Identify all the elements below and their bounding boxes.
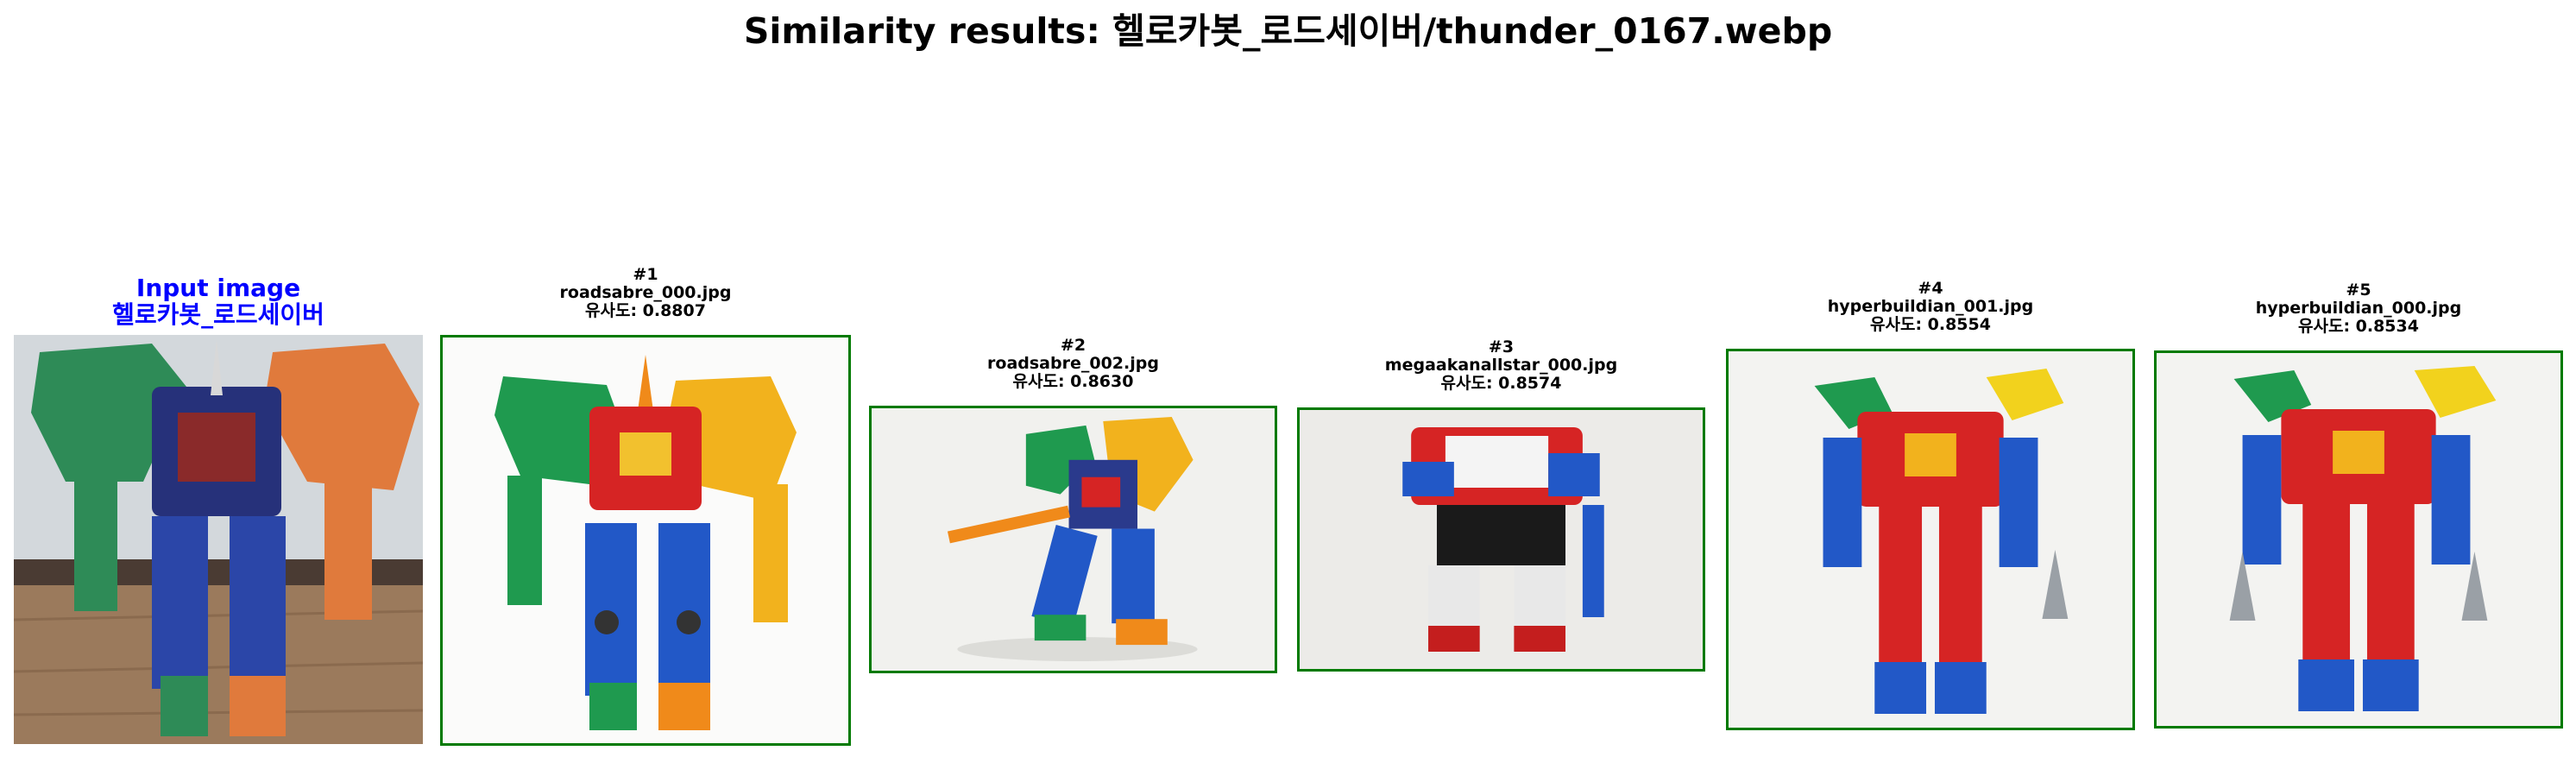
result-card-3: #3 megaakanallstar_000.jpg 유사도: 0.8574	[1297, 338, 1705, 672]
result-score: 유사도: 0.8534	[2298, 317, 2419, 336]
result-rank: #2	[1060, 336, 1086, 355]
result-card-1: #1 roadsabre_000.jpg 유사도: 0.8807	[440, 266, 851, 746]
result-image	[2154, 350, 2563, 729]
result-rank: #1	[633, 265, 658, 284]
result-caption: #4 hyperbuildian_001.jpg 유사도: 0.8554	[1726, 280, 2135, 334]
result-score: 유사도: 0.8554	[1870, 315, 1991, 334]
result-card-4: #4 hyperbuildian_001.jpg 유사도: 0.8554	[1726, 280, 2135, 730]
result-caption: #1 roadsabre_000.jpg 유사도: 0.8807	[440, 266, 851, 320]
result-rank: #5	[2346, 281, 2371, 300]
input-panel: Input image 헬로카봇_로드세이버	[14, 274, 423, 746]
result-filename: megaakanallstar_000.jpg	[1384, 356, 1618, 375]
result-score: 유사도: 0.8807	[585, 301, 706, 320]
result-rank: #4	[1918, 279, 1943, 298]
result-image	[1726, 349, 2135, 730]
input-caption: Input image 헬로카봇_로드세이버	[14, 274, 423, 328]
result-filename: roadsabre_002.jpg	[987, 354, 1159, 373]
result-caption: #5 hyperbuildian_000.jpg 유사도: 0.8534	[2154, 281, 2563, 336]
result-card-5: #5 hyperbuildian_000.jpg 유사도: 0.8534	[2154, 281, 2563, 729]
result-filename: roadsabre_000.jpg	[559, 283, 732, 302]
result-image	[440, 335, 851, 746]
result-image	[869, 406, 1277, 673]
result-score: 유사도: 0.8574	[1440, 374, 1562, 393]
result-rank: #3	[1488, 337, 1515, 356]
input-caption-line2: 헬로카봇_로드세이버	[112, 300, 324, 329]
result-score: 유사도: 0.8630	[1012, 372, 1134, 391]
input-caption-line1: Input image	[135, 274, 301, 302]
input-image	[14, 335, 423, 744]
page-title: Similarity results: 헬로카봇_로드세이버/thunder_0…	[743, 10, 1833, 52]
result-filename: hyperbuildian_001.jpg	[1827, 297, 2034, 316]
result-card-2: #2 roadsabre_002.jpg 유사도: 0.8630	[869, 337, 1277, 673]
result-caption: #2 roadsabre_002.jpg 유사도: 0.8630	[869, 337, 1277, 391]
result-image	[1297, 407, 1705, 672]
result-filename: hyperbuildian_000.jpg	[2255, 299, 2462, 318]
result-caption: #3 megaakanallstar_000.jpg 유사도: 0.8574	[1297, 338, 1705, 393]
